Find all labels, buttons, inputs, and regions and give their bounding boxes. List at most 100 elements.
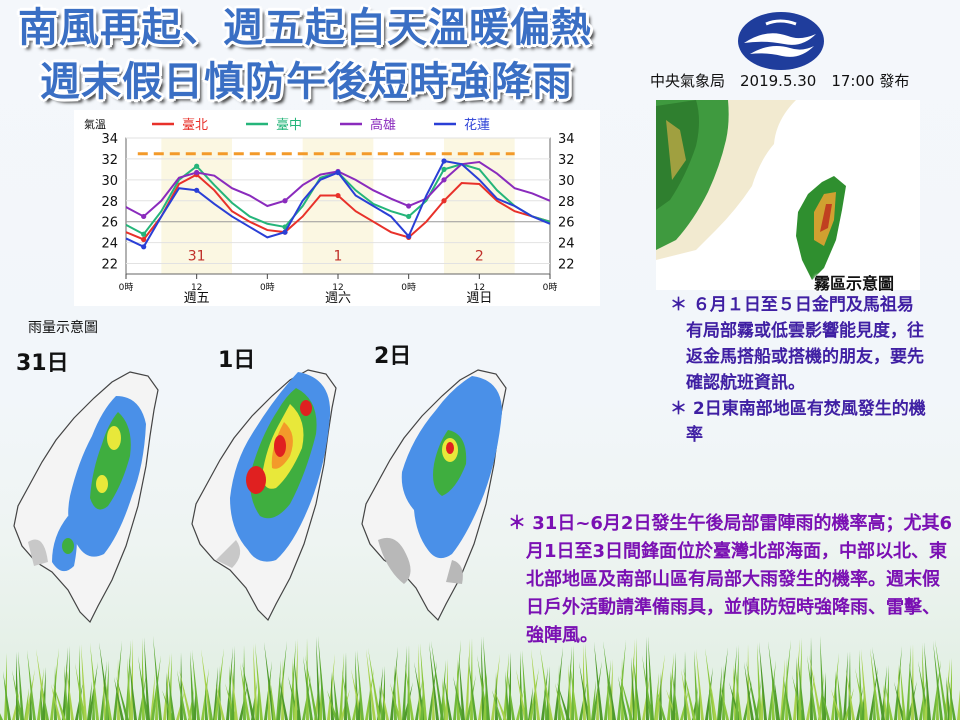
rain-map-label: 雨量示意圖 bbox=[28, 320, 98, 336]
grass-blade bbox=[657, 690, 666, 720]
grass-blade bbox=[18, 651, 24, 720]
y-tick-right: 30 bbox=[558, 174, 575, 189]
y-tick-left: 26 bbox=[101, 216, 118, 231]
x-tick-label: 12 bbox=[474, 283, 485, 293]
grass-blade bbox=[780, 659, 785, 720]
grass-blade bbox=[116, 676, 129, 720]
grass-blade bbox=[618, 676, 628, 720]
grass-blade bbox=[0, 713, 3, 720]
grass-blade bbox=[432, 679, 435, 720]
grass-blade bbox=[3, 671, 11, 720]
legend-label: 臺中 bbox=[276, 118, 302, 133]
grass-blade bbox=[579, 662, 590, 720]
fog-map bbox=[656, 100, 920, 290]
daytime-band bbox=[161, 138, 232, 274]
grass-blade bbox=[846, 669, 855, 720]
grass-blade bbox=[809, 654, 822, 720]
grass-blade bbox=[633, 656, 641, 720]
grass-blade bbox=[428, 661, 437, 720]
grass-blade bbox=[585, 643, 591, 720]
fog-notes: ＊ ６月１日至５日金門及馬祖易有局部霧或低雲影響能見度，往返金馬搭船或搭機的朋友… bbox=[664, 292, 926, 448]
grass-blade bbox=[617, 640, 626, 720]
rain-map-1 bbox=[191, 369, 337, 622]
grass-blade bbox=[66, 664, 74, 720]
grass-blade bbox=[390, 683, 401, 720]
grass-blade bbox=[933, 641, 943, 720]
grass-blade bbox=[327, 690, 338, 720]
grass-blade bbox=[153, 636, 162, 720]
grass-blade bbox=[50, 648, 59, 720]
grass-blade bbox=[681, 669, 691, 720]
fog-note: ＊ ６月１日至５日金門及馬祖易有局部霧或低雲影響能見度，往返金馬搭船或搭機的朋友… bbox=[670, 295, 924, 393]
y-tick-left: 34 bbox=[101, 132, 118, 147]
grass-blade bbox=[555, 683, 565, 720]
grass-blade bbox=[420, 643, 427, 720]
grass-blade bbox=[936, 678, 939, 720]
grass-blade bbox=[869, 667, 878, 720]
grass-blade bbox=[129, 657, 137, 720]
grass-blade bbox=[870, 648, 880, 720]
grass-blade bbox=[151, 655, 161, 720]
grass-blade bbox=[87, 681, 92, 720]
grass-blade bbox=[51, 684, 61, 720]
fog-note: ＊ 2日東南部地區有焚風發生的機率 bbox=[670, 399, 926, 445]
grass-blade bbox=[694, 650, 699, 720]
grass-blade bbox=[81, 644, 87, 720]
legend-label: 臺北 bbox=[182, 118, 208, 133]
grass-blade bbox=[216, 684, 225, 720]
grass-blade bbox=[342, 670, 351, 720]
x-tick-label: 0時 bbox=[401, 282, 416, 293]
grass-blade bbox=[53, 683, 66, 720]
grass-blade bbox=[365, 668, 374, 720]
grass-blade bbox=[305, 655, 318, 720]
grass-blade bbox=[516, 669, 527, 720]
series-point bbox=[406, 233, 412, 239]
legend-label: 花蓮 bbox=[464, 117, 490, 133]
series-point bbox=[141, 231, 147, 237]
grass-blade bbox=[720, 683, 729, 720]
series-point bbox=[441, 177, 447, 183]
y-tick-left: 32 bbox=[101, 153, 118, 168]
grass-blade bbox=[531, 649, 540, 720]
grass-blade bbox=[718, 647, 728, 720]
grass-blade bbox=[205, 686, 208, 720]
grass-blade bbox=[459, 657, 465, 720]
grass-blade bbox=[528, 687, 533, 720]
grass-blade bbox=[277, 641, 287, 720]
x-tick-label: 0時 bbox=[543, 282, 558, 293]
grass-blade bbox=[557, 682, 570, 720]
grass-blade bbox=[42, 685, 49, 720]
grass-blade bbox=[546, 684, 553, 720]
grass-blade bbox=[696, 649, 704, 720]
grass-blade bbox=[591, 680, 596, 720]
series-point bbox=[141, 213, 147, 220]
grass-blade bbox=[429, 642, 439, 720]
x-tick-label: 0時 bbox=[119, 282, 134, 293]
grass-blade bbox=[240, 663, 250, 720]
grass-blade bbox=[255, 643, 263, 720]
y-tick-left: 28 bbox=[101, 195, 118, 210]
grass-blade bbox=[507, 670, 515, 720]
temperature-chart: 22 22 24 24 26 26 28 28 30 30 32 32 34 34 0時 12 0時 12 0時 12… bbox=[74, 110, 600, 306]
grass-blade bbox=[369, 686, 372, 720]
grass-blade bbox=[396, 664, 402, 720]
y-tick-right: 34 bbox=[558, 132, 575, 147]
grass-blade bbox=[924, 642, 931, 720]
grass-blade bbox=[402, 646, 407, 720]
grass-blade bbox=[655, 654, 665, 720]
headline-line-2: 週末假日慎防午後短時強降雨 bbox=[40, 59, 573, 105]
grass-blade bbox=[492, 690, 502, 720]
grass-blade bbox=[709, 685, 712, 720]
day-label: 週五 bbox=[184, 291, 210, 306]
grass-blade bbox=[648, 636, 654, 720]
grass-blade bbox=[822, 690, 830, 720]
y-tick-right: 28 bbox=[558, 195, 575, 210]
series-point bbox=[194, 163, 200, 169]
series-point bbox=[141, 236, 147, 243]
grass-blade bbox=[150, 674, 155, 720]
series-point bbox=[282, 229, 288, 235]
grass-blade bbox=[88, 662, 98, 720]
series-point bbox=[194, 169, 200, 176]
grass-blade bbox=[24, 688, 29, 720]
